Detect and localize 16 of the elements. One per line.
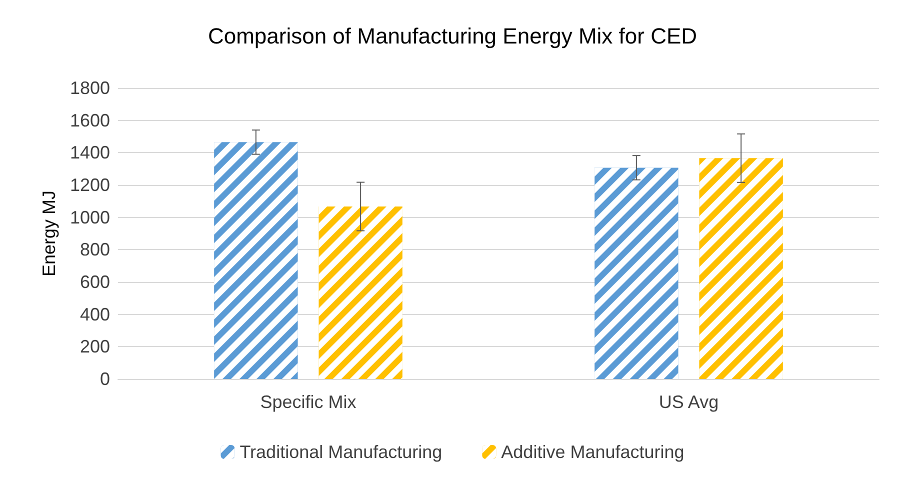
x-tick-label: Specific Mix: [260, 392, 356, 412]
x-tick-label: US Avg: [658, 392, 719, 412]
y-tick-label: 400: [80, 304, 110, 324]
y-tick-label: 600: [80, 272, 110, 292]
y-tick-label: 0: [100, 369, 110, 389]
y-tick-label: 1800: [70, 78, 110, 98]
y-axis-title: Energy MJ: [39, 190, 59, 277]
y-tick-label: 1200: [70, 175, 110, 195]
chart-title: Comparison of Manufacturing Energy Mix for CED: [208, 24, 698, 48]
legend-label: Additive Manufacturing: [501, 442, 684, 462]
legend-label: Traditional Manufacturing: [240, 442, 442, 462]
y-tick-label: 200: [80, 336, 110, 357]
y-tick-label: 1600: [70, 110, 110, 130]
y-tick-label: 1000: [70, 207, 110, 228]
y-tick-label: 800: [80, 240, 110, 260]
y-tick-label: 1400: [70, 142, 110, 163]
